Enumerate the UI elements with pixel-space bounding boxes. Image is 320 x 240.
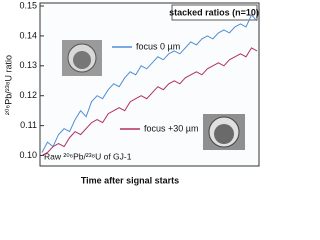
y-tick-label: 0.13 (19, 60, 37, 70)
legend-label: focus +30 µm (144, 123, 198, 133)
y-tick-label: 0.15 (19, 0, 37, 10)
crater-image (62, 40, 102, 76)
series-line (41, 47, 258, 156)
chart-title: stacked ratios (n=10) (169, 7, 259, 17)
y-tick-label: 0.10 (19, 150, 37, 160)
y-tick-label: 0.11 (20, 120, 37, 130)
title-box (171, 4, 258, 21)
y-tick-label: 0.12 (19, 90, 37, 100)
series-line (41, 14, 258, 153)
legend-label: focus 0 µm (136, 41, 180, 51)
crater-image (203, 114, 245, 150)
x-axis-label: Time after signal starts (81, 175, 179, 185)
chart: stacked ratios (n=10) Raw ²⁰⁶Pb/²³⁸U of … (3, 0, 260, 185)
y-tick-label: 0.14 (19, 30, 37, 40)
y-axis-label: ²⁰⁶Pb/²³⁸U ratio (3, 55, 13, 115)
annotation: Raw ²⁰⁶Pb/²³⁸U of GJ-1 (44, 151, 132, 161)
